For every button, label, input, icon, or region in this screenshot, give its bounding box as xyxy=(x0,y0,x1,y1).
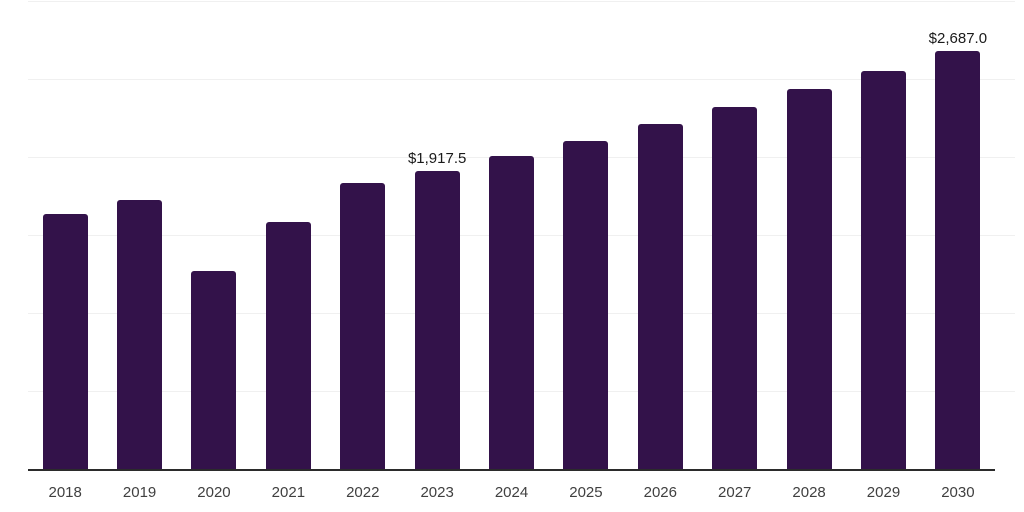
bar-column: $1,917.5 xyxy=(400,2,474,470)
bar-column xyxy=(549,2,623,470)
bar-column xyxy=(251,2,325,470)
bars: $1,917.5 $2,687.0 xyxy=(28,2,995,470)
bar-column xyxy=(474,2,548,470)
bar-2025[interactable] xyxy=(563,140,609,470)
data-label-2030: $2,687.0 xyxy=(928,29,988,47)
bar-column xyxy=(698,2,772,470)
bar-column xyxy=(846,2,920,470)
bar-2023[interactable]: $1,917.5 xyxy=(408,150,466,470)
bar-column xyxy=(177,2,251,470)
bar-2021[interactable] xyxy=(265,221,311,470)
bar-2018[interactable] xyxy=(42,214,88,470)
x-tick-2028: 2028 xyxy=(792,484,826,501)
bar-2026[interactable] xyxy=(637,124,683,470)
bar-2028[interactable] xyxy=(786,89,832,470)
bar-2019[interactable] xyxy=(117,200,163,470)
gridline-2500 xyxy=(28,79,1015,80)
x-tick-2019: 2019 xyxy=(122,484,157,501)
bar-2020[interactable] xyxy=(191,271,237,470)
bar-column xyxy=(102,2,176,470)
x-tick-2029: 2029 xyxy=(866,484,901,501)
bar-2027[interactable] xyxy=(712,107,758,470)
x-tick-2027: 2027 xyxy=(718,484,752,501)
x-tick-2025: 2025 xyxy=(569,484,603,501)
x-tick-2030: 2030 xyxy=(941,484,975,501)
bar-2024[interactable] xyxy=(489,156,535,470)
x-axis-labels: 2018 2019 2020 2021 2022 2023 2024 2025 2026 2027… xyxy=(28,484,995,501)
bar-column: $2,687.0 xyxy=(921,2,995,470)
bar-2030[interactable]: $2,687.0 xyxy=(929,30,987,470)
bar-column xyxy=(623,2,697,470)
bar-column xyxy=(772,2,846,470)
x-tick-2026: 2026 xyxy=(643,484,677,501)
bar-2022[interactable] xyxy=(340,182,386,470)
x-tick-2022: 2022 xyxy=(346,484,380,501)
x-tick-2024: 2024 xyxy=(494,484,529,501)
bar-column xyxy=(28,2,102,470)
x-tick-2018: 2018 xyxy=(48,484,82,501)
x-axis-line xyxy=(28,469,995,471)
data-label-2023: $1,917.5 xyxy=(407,149,467,167)
x-tick-2020: 2020 xyxy=(197,484,231,501)
bar-2029[interactable] xyxy=(860,70,906,470)
bar-column xyxy=(326,2,400,470)
x-tick-2023: 2023 xyxy=(420,484,454,501)
x-tick-2021: 2021 xyxy=(271,484,306,501)
gridline-3000 xyxy=(28,1,1015,2)
